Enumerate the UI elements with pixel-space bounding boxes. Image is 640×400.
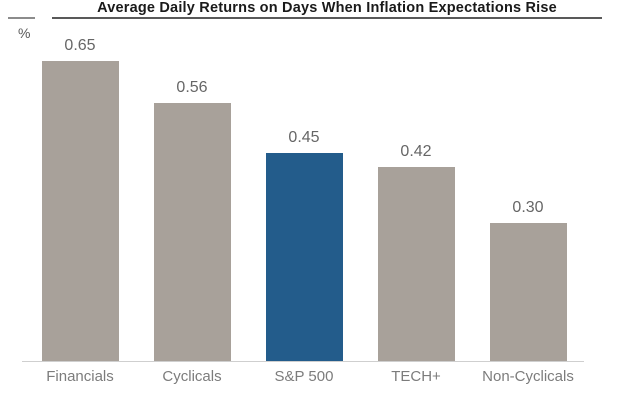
bar-value-label: 0.30 xyxy=(512,199,544,216)
bar-category-label: TECH+ xyxy=(391,368,441,385)
bar-category-label: Financials xyxy=(46,368,114,385)
bar-category-label: Non-Cyclicals xyxy=(482,368,574,385)
y-axis-unit-label: % xyxy=(18,25,31,41)
bar-value-label: 0.56 xyxy=(176,79,208,96)
bar-s-p-500 xyxy=(265,153,343,361)
chart-title: Average Daily Returns on Days When Infla… xyxy=(97,0,557,16)
top-left-rule xyxy=(8,17,35,19)
chart-title-block: Average Daily Returns on Days When Infla… xyxy=(52,0,602,19)
bar-financials xyxy=(41,61,119,361)
x-axis-line xyxy=(22,361,584,362)
bar-value-label: 0.42 xyxy=(400,143,432,160)
bar-category-label: S&P 500 xyxy=(274,368,334,385)
bar-category-label: Cyclicals xyxy=(162,368,222,385)
bar-non-cyclicals xyxy=(489,223,567,361)
bar-value-label: 0.65 xyxy=(64,37,96,54)
bar-tech- xyxy=(377,167,455,361)
bar-value-label: 0.45 xyxy=(288,129,320,146)
bar-cyclicals xyxy=(153,103,231,361)
